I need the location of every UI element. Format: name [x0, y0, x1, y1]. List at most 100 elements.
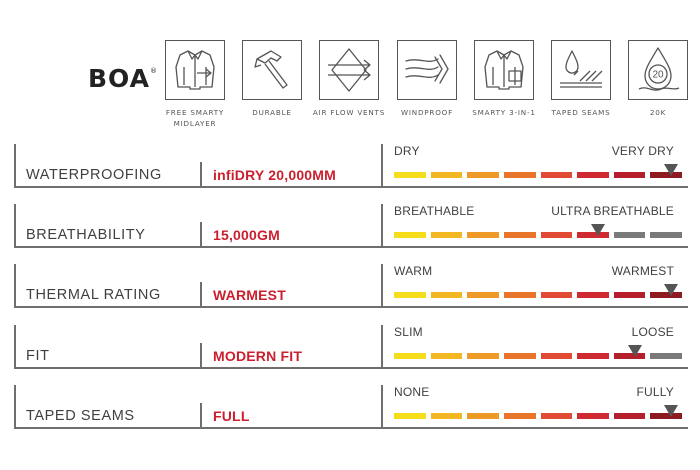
- scale-segment: [503, 172, 536, 178]
- feature-label: TAPED SEAMS: [551, 108, 611, 117]
- scale-low-label: DRY: [394, 144, 420, 158]
- scale-segment: [467, 353, 499, 359]
- scale-low-label: WARM: [394, 264, 433, 278]
- scale-segment: [577, 292, 609, 298]
- scale-segment: [430, 292, 463, 298]
- scale-segment: [650, 232, 682, 238]
- row-divider: [200, 222, 202, 248]
- scale-segment: [467, 232, 499, 238]
- rating-scale: [394, 232, 682, 238]
- rating-value: 15,000GM: [213, 227, 280, 243]
- rating-name: FIT: [26, 348, 50, 364]
- rating-marker-icon: [590, 224, 605, 236]
- scale-high-label: WARMEST: [611, 264, 674, 278]
- row-frame: [14, 385, 688, 429]
- row-divider: [381, 385, 383, 429]
- rating-row-taped-seams: TAPED SEAMS FULL NONE FULLY: [14, 385, 688, 429]
- rating-value: FULL: [213, 408, 250, 424]
- feature-air-flow-vents: AIR FLOW VENTS: [309, 40, 389, 118]
- rating-name: TAPED SEAMS: [26, 408, 135, 424]
- rating-row-fit: FIT MODERN FIT SLIM LOOSE: [14, 325, 688, 369]
- feature-label: 20K: [649, 108, 667, 117]
- scale-segment: [430, 172, 463, 178]
- scale-segment: [613, 232, 646, 238]
- scale-segment: [540, 292, 573, 298]
- feature-taped-seams: TAPED SEAMS: [541, 40, 621, 118]
- scale-segment: [430, 413, 463, 419]
- scale-segment: [503, 353, 536, 359]
- scale-segment: [613, 292, 646, 298]
- taped-seams-icon: [551, 40, 611, 100]
- scale-segment: [577, 413, 609, 419]
- rating-row-thermal-rating: THERMAL RATING WARMEST WARM WARMEST: [14, 264, 688, 308]
- scale-segment: [503, 413, 536, 419]
- row-frame: [14, 144, 688, 188]
- scale-low-label: SLIM: [394, 325, 423, 339]
- scale-segment: [394, 353, 426, 359]
- rating-row-waterproofing: WATERPROOFING infiDRY 20,000MM DRY VERY DRY: [14, 144, 688, 188]
- scale-segment: [540, 413, 573, 419]
- rating-scale: [394, 172, 682, 178]
- jacket-midlayer-icon: [165, 40, 225, 100]
- air-flow-vents-icon: [319, 40, 379, 100]
- scale-segment: [467, 292, 499, 298]
- brand-logo: BOA®: [88, 64, 158, 93]
- rating-name: WATERPROOFING: [26, 167, 162, 183]
- row-divider: [381, 325, 383, 369]
- scale-high-label: FULLY: [636, 385, 674, 399]
- drop-20k-icon: 20: [628, 40, 688, 100]
- feature-label: WINDPROOF: [400, 108, 454, 117]
- feature-jacket-midlayer: FREE SMARTY MIDLAYER: [155, 40, 235, 129]
- scale-segment: [540, 232, 573, 238]
- row-frame: [14, 325, 688, 369]
- rating-row-breathability: BREATHABILITY 15,000GM BREATHABLE ULTRA BRE…: [14, 204, 688, 248]
- scale-segment: [394, 292, 426, 298]
- feature-drop-20k: 20 20K: [618, 40, 698, 118]
- rating-value: MODERN FIT: [213, 348, 303, 364]
- rating-name: BREATHABILITY: [26, 227, 146, 243]
- row-divider: [200, 403, 202, 429]
- scale-high-label: LOOSE: [631, 325, 674, 339]
- row-divider: [200, 282, 202, 308]
- row-divider: [381, 204, 383, 248]
- scale-low-label: NONE: [394, 385, 430, 399]
- row-divider: [200, 162, 202, 188]
- scale-segment: [430, 232, 463, 238]
- hammer-icon: [242, 40, 302, 100]
- row-divider: [200, 343, 202, 369]
- feature-wind: WINDPROOF: [387, 40, 467, 118]
- scale-segment: [394, 172, 426, 178]
- feature-label: SMARTY 3-IN-1: [472, 108, 536, 117]
- rating-scale: [394, 292, 682, 298]
- scale-segment: [467, 413, 499, 419]
- rating-name: THERMAL RATING: [26, 287, 161, 303]
- rating-marker-icon: [627, 345, 642, 357]
- row-divider: [381, 144, 383, 188]
- feature-label: AIR FLOW VENTS: [312, 108, 386, 117]
- scale-segment: [577, 353, 609, 359]
- wind-icon: [397, 40, 457, 100]
- rating-scale: [394, 413, 682, 419]
- rating-marker-icon: [664, 164, 679, 176]
- scale-segment: [394, 413, 426, 419]
- scale-segment: [540, 172, 573, 178]
- scale-segment: [394, 232, 426, 238]
- row-frame: [14, 204, 688, 248]
- scale-high-label: VERY DRY: [611, 144, 674, 158]
- rating-value: infiDRY 20,000MM: [213, 167, 337, 183]
- feature-hammer: DURABLE: [232, 40, 312, 118]
- scale-segment: [613, 172, 646, 178]
- scale-segment: [503, 232, 536, 238]
- scale-segment: [613, 413, 646, 419]
- scale-high-label: ULTRA BREATHABLE: [551, 204, 674, 218]
- scale-segment: [650, 353, 682, 359]
- row-frame: [14, 264, 688, 308]
- scale-segment: [503, 292, 536, 298]
- jacket-3-in-1-icon: [474, 40, 534, 100]
- rating-marker-icon: [664, 284, 679, 296]
- scale-segment: [540, 353, 573, 359]
- scale-segment: [577, 172, 609, 178]
- rating-marker-icon: [664, 405, 679, 417]
- feature-label: DURABLE: [252, 108, 292, 117]
- feature-jacket-3-in-1: SMARTY 3-IN-1: [464, 40, 544, 118]
